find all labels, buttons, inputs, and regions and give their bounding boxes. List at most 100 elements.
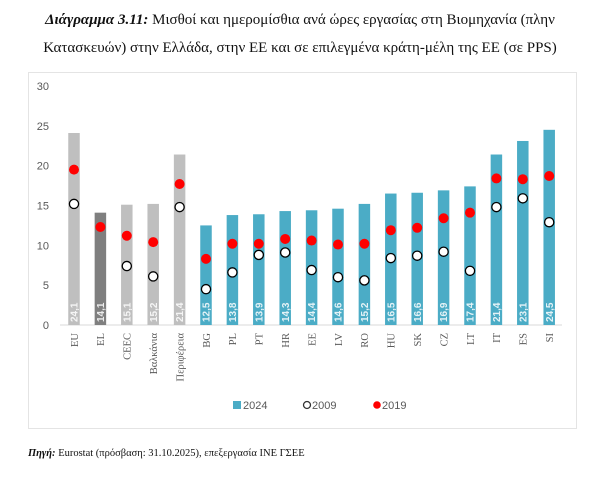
series-2009 (68, 193, 555, 295)
point-2009 (438, 246, 449, 257)
bar-2024 (147, 203, 159, 325)
point-2019 (438, 213, 449, 224)
bar-2024 (200, 225, 212, 325)
bar-value-label: 15,2 (360, 302, 371, 322)
legend-marker-2019 (373, 401, 381, 409)
y-tick-label: 15 (37, 201, 49, 213)
bar-value-label: 21,4 (175, 302, 186, 322)
x-tick-label: PL (228, 333, 239, 345)
point-2019 (465, 207, 475, 218)
point-2009 (227, 267, 238, 278)
bar-value-labels: 24,1 14,1 15,1 15,2 21,4 12,5 13,8 13,9 14,3 14,4… (70, 302, 556, 322)
source-note: Πηγή: Eurostat (πρόσβαση: 31.10.2025), ε… (28, 448, 305, 459)
y-tick-label: 30 (37, 81, 49, 93)
point-2019 (69, 164, 79, 175)
x-axis-labels: EU EL CEEC Βαλκάνια Περιφέρεια BG PL PT HR EE LV RO… (70, 332, 556, 381)
bar-2024 (279, 211, 291, 325)
legend-label-2019: 2019 (382, 400, 406, 412)
y-axis: 0 5 10 15 20 25 30 (37, 81, 49, 332)
point-2019 (148, 237, 159, 248)
point-2009 (332, 271, 344, 283)
bar-2024 (464, 186, 476, 325)
y-tick-label: 25 (37, 121, 49, 133)
bar-2024 (173, 154, 186, 325)
title-figure-number: Διάγραμμα 3.11: (45, 12, 149, 28)
bar-value-label: 15,1 (122, 302, 133, 322)
point-2009 (385, 252, 397, 264)
bar-2024 (332, 208, 344, 325)
chart-frame (28, 72, 577, 429)
point-2019 (544, 171, 555, 182)
bar-value-label: 24,1 (70, 302, 81, 322)
bar-2024 (358, 203, 371, 325)
bar-value-label: 21,4 (492, 302, 503, 322)
point-2009 (200, 283, 212, 295)
source-text: Eurostat (πρόσβαση: 31.10.2025), επεξεργ… (55, 448, 305, 459)
x-tick-label: EL (96, 333, 107, 346)
point-2019 (333, 239, 343, 250)
legend-label-2024: 2024 (243, 400, 267, 412)
x-tick-label: PT (255, 332, 266, 345)
point-2009 (359, 275, 370, 286)
bar-2024 (68, 133, 80, 325)
bar-value-label: 14,6 (334, 302, 345, 322)
bar-value-label: 16,6 (413, 302, 424, 322)
bar-value-label: 14,3 (281, 302, 292, 322)
point-2009 (306, 264, 317, 276)
legend-swatch-2024 (233, 401, 241, 409)
bar-value-label: 24,5 (545, 302, 556, 322)
x-tick-label: HU (387, 333, 398, 349)
x-tick-label: Περιφέρεια (175, 333, 186, 382)
y-tick-label: 5 (43, 280, 49, 292)
title-line-2: Κατασκευών) στην Ελλάδα, στην ΕΕ και σε … (43, 40, 557, 56)
legend-label-2009: 2009 (312, 400, 336, 412)
x-tick-label: HR (281, 333, 292, 348)
x-tick-label: ES (519, 333, 530, 345)
legend-marker-2009 (302, 400, 312, 410)
series-2019 (69, 164, 555, 264)
bar-value-label: 23,1 (518, 302, 529, 322)
point-2009 (279, 247, 291, 258)
x-tick-label: IT (492, 332, 503, 342)
bar-value-label: 13,8 (228, 302, 239, 322)
source-label: Πηγή: (28, 448, 56, 459)
point-2019 (95, 222, 106, 233)
bar-2024 (437, 190, 450, 325)
chart-title: Διάγραμμα 3.11: Μισθοί και ημερομίσθια α… (0, 6, 600, 62)
bar-2024 (490, 154, 503, 325)
legend: 2024 2009 2019 (233, 400, 406, 412)
bar-2024 (253, 214, 265, 325)
point-2019 (121, 230, 132, 241)
point-2009 (68, 198, 80, 210)
point-2019 (517, 174, 528, 185)
bar-value-label: 14,4 (307, 302, 318, 322)
bar-value-label: 13,9 (254, 302, 265, 322)
x-tick-label: LT (466, 332, 477, 344)
title-line-1: Διάγραμμα 3.11: Μισθοί και ημερομίσθια α… (0, 6, 600, 34)
point-2009 (253, 249, 265, 261)
title-text-1: Μισθοί και ημερομίσθια ανά ώρες εργασίας… (148, 12, 555, 28)
point-2009 (174, 201, 185, 213)
bar-value-label: 16,9 (439, 302, 450, 322)
point-2019 (174, 178, 185, 189)
point-2009 (543, 216, 555, 228)
x-tick-label: EE (307, 333, 318, 346)
bar-value-label: 16,5 (386, 302, 397, 322)
x-tick-label: SK (413, 333, 424, 347)
point-2019 (227, 238, 238, 249)
bar-value-label: 12,5 (202, 302, 213, 322)
x-tick-label: RO (360, 333, 371, 348)
x-tick-label: EU (70, 333, 81, 347)
point-2019 (491, 173, 502, 184)
y-tick-label: 10 (37, 240, 49, 252)
x-tick-label: SI (545, 333, 556, 343)
point-2009 (121, 260, 133, 272)
bar-2024 (94, 212, 107, 325)
y-tick-label: 20 (37, 161, 49, 173)
bar-value-label: 17,4 (466, 302, 477, 322)
point-2009 (411, 250, 423, 261)
y-tick-label: 0 (43, 320, 49, 332)
bar-2024 (517, 140, 529, 325)
x-tick-label: BG (202, 333, 213, 348)
